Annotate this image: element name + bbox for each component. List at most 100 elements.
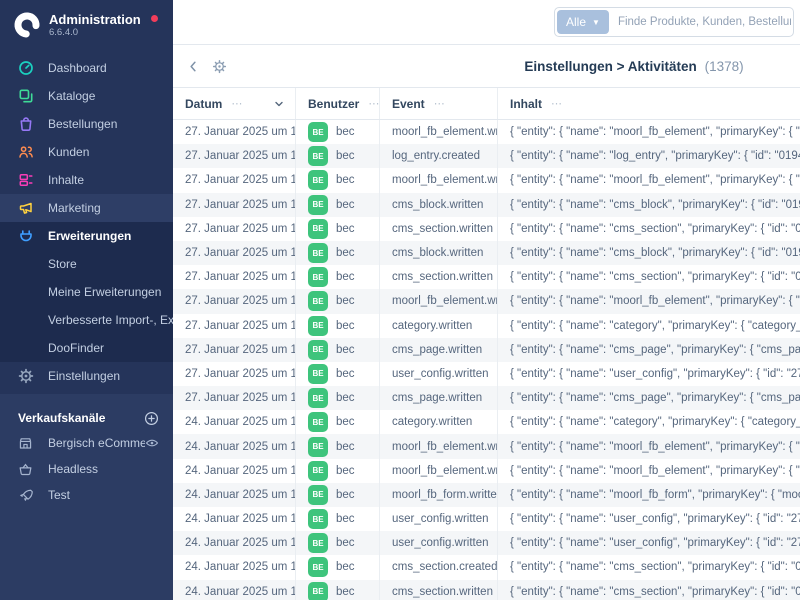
cell-date: 24. Januar 2025 um 15:24 [173,482,296,507]
sidebar-item-kunden[interactable]: Kunden [0,138,173,166]
table-row[interactable]: 24. Januar 2025 um 15:02 BE bec cms_sect… [173,579,800,600]
cell-user-name: bec [336,488,355,501]
cell-user-name: bec [336,416,355,429]
table-row[interactable]: 24. Januar 2025 um 15:43 BE bec moorl_fb… [173,458,800,483]
sidebar-subitem-meine-erweiterungen[interactable]: Meine Erweiterungen [48,285,162,299]
cell-date: 27. Januar 2025 um 11:10 [173,337,296,362]
table-row[interactable]: 24. Januar 2025 um 15:18 BE bec user_con… [173,531,800,556]
result-count: (1378) [704,58,744,74]
sidebar-item-marketing[interactable]: Marketing [0,194,173,222]
cell-content: { "entity": { "name": "cms_section", "pr… [510,561,800,574]
sidebar-item-bestellungen[interactable]: Bestellungen [0,110,173,138]
column-header-datum[interactable]: Datum ⋯ [173,88,296,119]
search-input[interactable]: Finde Produkte, Kunden, Bestellungen ... [617,16,791,28]
cell-event: moorl_fb_element.written [380,289,498,314]
column-header-benutzer[interactable]: Benutzer ⋯ [296,88,380,119]
cell-date: 24. Januar 2025 um 15:18 [173,507,296,532]
eye-icon[interactable] [145,436,159,450]
cell-user-name: bec [336,126,355,139]
cell-user-name: bec [336,561,355,574]
column-header-event[interactable]: Event ⋯ [380,88,498,119]
user-badge: BE [308,460,328,481]
back-button[interactable] [186,59,201,74]
user-badge: BE [308,436,328,457]
table-row[interactable]: 27. Januar 2025 um 12:00 BE bec moorl_fb… [173,168,800,193]
user-badge: BE [308,218,328,239]
cell-user-name: bec [336,585,355,598]
app-title: Administration [49,11,141,27]
table-row[interactable]: 27. Januar 2025 um 12:02 BE bec log_entr… [173,144,800,169]
user-badge: BE [308,194,328,215]
sidebar-item-inhalte[interactable]: Inhalte [0,166,173,194]
cell-event: user_config.written [380,531,498,556]
cell-event: cms_section.written [380,216,498,241]
cell-date: 27. Januar 2025 um 11:56 [173,240,296,266]
extensions-icon [18,228,34,244]
sidebar-subitem-store[interactable]: Store [48,257,77,271]
sidebar-item-kataloge[interactable]: Kataloge [0,82,173,110]
add-sales-channel-button[interactable] [144,411,159,426]
user-badge: BE [308,388,328,409]
cell-event: category.written [380,313,498,338]
cell-user-name: bec [336,513,355,526]
table-row[interactable]: 27. Januar 2025 um 11:13 BE bec category… [173,313,800,338]
cell-content: { "entity": { "name": "cms_block", "prim… [510,198,800,211]
cell-user-name: bec [336,319,355,332]
cell-event: cms_block.written [380,240,498,266]
sidebar-header: Administration 6.6.4.0 [0,0,173,50]
shopware-logo-icon [14,12,40,38]
table-row[interactable]: 27. Januar 2025 um 11:56 BE bec cms_bloc… [173,240,800,266]
table-row[interactable]: 27. Januar 2025 um 12:03 BE bec moorl_fb… [173,120,800,145]
table-row[interactable]: 27. Januar 2025 um 10:36 BE bec user_con… [173,361,800,387]
column-menu-icon[interactable]: ⋯ [231,98,244,110]
table-row[interactable]: 24. Januar 2025 um 15:44 BE bec moorl_fb… [173,434,800,459]
table-row[interactable]: 27. Januar 2025 um 11:16 BE bec moorl_fb… [173,289,800,314]
sales-channel-test[interactable]: Test [0,482,173,508]
cell-event: log_entry.created [380,144,498,169]
top-bar: Alle ▼ Finde Produkte, Kunden, Bestellun… [173,0,800,45]
sidebar-subitem-doofinder[interactable]: DooFinder [48,341,105,355]
table-row[interactable]: 27. Januar 2025 um 11:56 BE bec cms_sect… [173,216,800,241]
sidebar-subitem-verbesserte-import-export[interactable]: Verbesserte Import-, Export... › [0,306,213,334]
table-row[interactable]: 24. Januar 2025 um 15:24 BE bec moorl_fb… [173,482,800,507]
table-row[interactable]: 24. Januar 2025 um 16:00 BE bec category… [173,410,800,435]
cell-user-name: bec [336,222,355,235]
cell-content: { "entity": { "name": "moorl_fb_element"… [510,174,800,187]
rocket-icon [18,488,33,503]
table-row[interactable]: 27. Januar 2025 um 11:56 BE bec cms_sect… [173,265,800,290]
user-badge: BE [308,146,328,167]
sidebar-item-einstellungen[interactable]: Einstellungen [0,362,173,390]
table-row[interactable]: 24. Januar 2025 um 15:18 BE bec cms_sect… [173,555,800,580]
cell-event: cms_section.written [380,579,498,600]
cell-event: moorl_fb_element.written [380,434,498,459]
user-badge: BE [308,122,328,143]
column-menu-icon[interactable]: ⋯ [433,98,446,110]
table-row[interactable]: 27. Januar 2025 um 10:30 BE bec cms_page… [173,386,800,411]
cell-date: 24. Januar 2025 um 15:18 [173,555,296,580]
cell-event: moorl_fb_element.written [380,458,498,483]
page-settings-gear-icon[interactable] [212,59,227,74]
sidebar-item-dashboard[interactable]: Dashboard [0,54,173,82]
cell-event: cms_section.written [380,265,498,290]
column-menu-icon[interactable]: ⋯ [551,98,563,110]
column-header-inhalt[interactable]: Inhalt ⋯ [510,96,563,111]
user-badge: BE [308,315,328,336]
table-row[interactable]: 27. Januar 2025 um 11:56 BE bec cms_bloc… [173,192,800,217]
sales-channel-headless[interactable]: Headless [0,456,173,482]
global-search[interactable]: Alle ▼ Finde Produkte, Kunden, Bestellun… [554,7,794,37]
search-scope-dropdown[interactable]: Alle ▼ [557,10,609,34]
cell-content: { "entity": { "name": "moorl_fb_element"… [510,295,800,308]
sidebar-item-erweiterungen[interactable]: Erweiterungen [0,222,173,250]
cell-content: { "entity": { "name": "cms_page", "prima… [510,392,800,405]
cell-content: { "entity": { "name": "moorl_fb_form", "… [510,488,800,501]
cell-date: 27. Januar 2025 um 10:36 [173,361,296,387]
table-row[interactable]: 27. Januar 2025 um 11:10 BE bec cms_page… [173,337,800,362]
user-badge: BE [308,170,328,191]
cell-event: moorl_fb_element.written [380,168,498,193]
cell-content: { "entity": { "name": "cms_section", "pr… [510,222,800,235]
sales-channel-bergisch[interactable]: Bergisch eCommerce G... [0,430,173,456]
table-row[interactable]: 24. Januar 2025 um 15:18 BE bec user_con… [173,507,800,532]
cell-date: 27. Januar 2025 um 11:13 [173,313,296,338]
cell-date: 24. Januar 2025 um 15:43 [173,458,296,483]
column-menu-icon[interactable]: ⋯ [368,98,381,110]
